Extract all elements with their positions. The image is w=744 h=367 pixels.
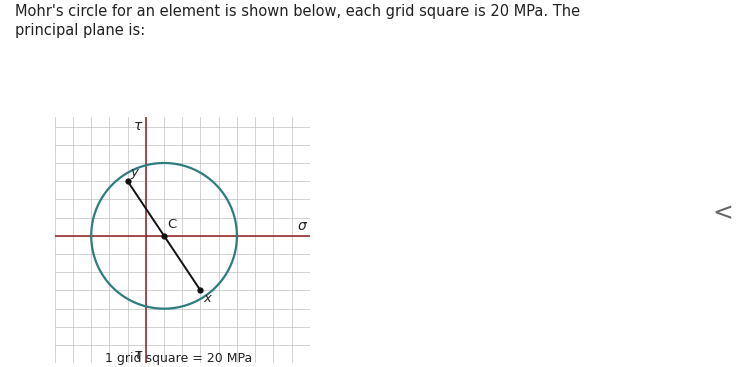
Text: $\sigma$: $\sigma$: [297, 219, 308, 233]
Text: C: C: [167, 218, 176, 231]
Text: <: <: [712, 201, 733, 225]
Text: Mohr's circle for an element is shown below, each grid square is 20 MPa. The
pri: Mohr's circle for an element is shown be…: [15, 4, 580, 39]
Text: $\tau$: $\tau$: [132, 119, 143, 133]
Text: 1 grid square = 20 MPa: 1 grid square = 20 MPa: [105, 352, 252, 365]
Text: y: y: [130, 166, 138, 179]
Text: x: x: [203, 292, 211, 305]
Text: $\tau$: $\tau$: [132, 348, 143, 361]
